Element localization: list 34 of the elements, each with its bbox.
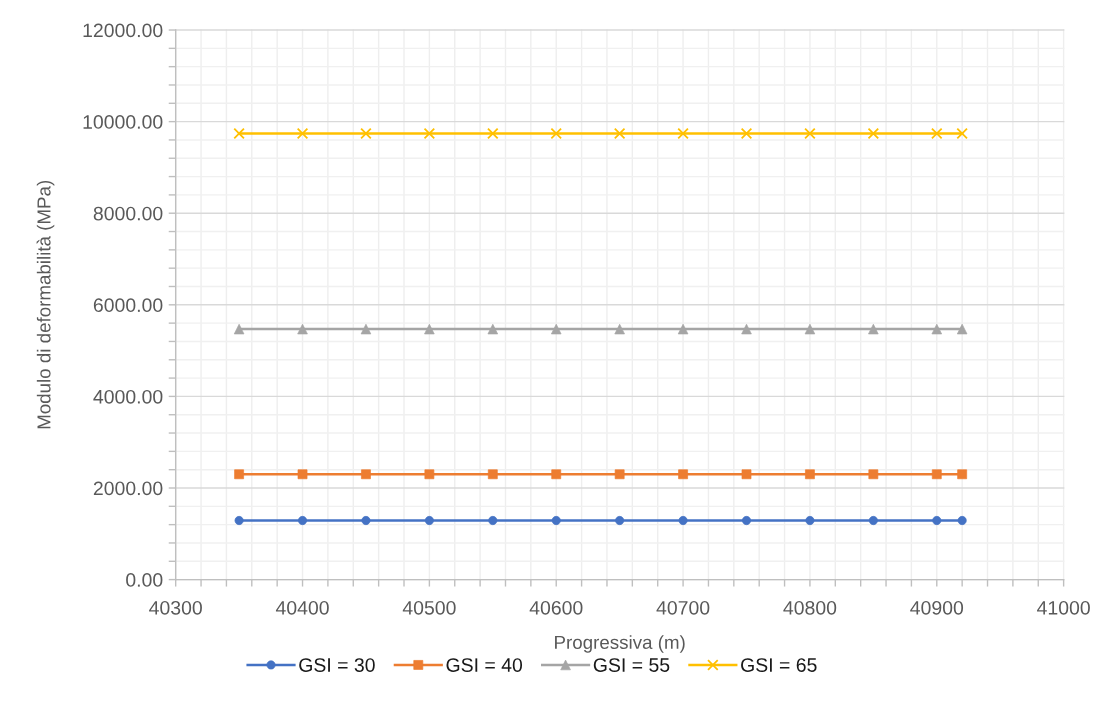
point xyxy=(423,127,436,140)
point xyxy=(550,127,562,140)
legend-label: GSI = 30 xyxy=(299,658,375,672)
y-tick-label: 6000.00 xyxy=(93,298,163,313)
x-axis-title: Progressiva (m) xyxy=(555,635,685,653)
x-tick-label: 40900 xyxy=(910,600,964,615)
point xyxy=(233,127,245,140)
y-tick-label: 10000.00 xyxy=(83,115,163,129)
point xyxy=(740,127,753,140)
x-tick-label: 40500 xyxy=(402,600,456,615)
y-axis-title: Modulo di deformabilità (MPa) xyxy=(36,180,55,429)
point xyxy=(867,127,880,140)
point xyxy=(931,127,943,140)
point xyxy=(360,127,372,140)
legend-label: GSI = 65 xyxy=(741,658,817,672)
x-tick-label: 40400 xyxy=(275,600,329,615)
x-tick-label: 40600 xyxy=(529,600,583,615)
point xyxy=(296,127,309,140)
point xyxy=(956,127,968,140)
x-tick-label: 40700 xyxy=(656,600,710,615)
y-tick-label: 4000.00 xyxy=(93,389,163,404)
y-tick-label: 0.00 xyxy=(126,573,163,587)
point xyxy=(677,127,689,140)
x-tick-label: 40800 xyxy=(783,600,837,615)
point xyxy=(613,127,626,140)
y-tick-label: 2000.00 xyxy=(93,481,163,496)
legend-label: GSI = 40 xyxy=(446,658,523,672)
y-tick-label: 12000.00 xyxy=(83,23,163,38)
point xyxy=(487,127,499,140)
legend-label: GSI = 55 xyxy=(593,658,670,672)
x-tick-label: 41000 xyxy=(1037,600,1090,615)
x-tick-label: 40300 xyxy=(149,600,202,615)
y-tick-label: 8000.00 xyxy=(93,206,163,221)
point xyxy=(804,127,816,140)
